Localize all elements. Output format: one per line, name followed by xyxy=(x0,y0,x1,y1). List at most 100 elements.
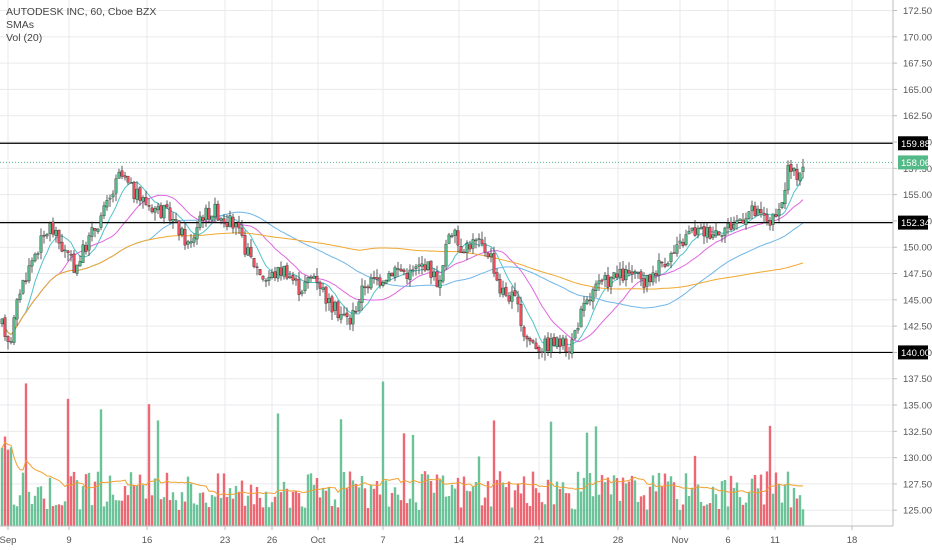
price-tick-label: 147.50 xyxy=(903,269,932,280)
time-tick-label: 28 xyxy=(613,535,624,546)
candle-up xyxy=(651,272,655,283)
volume-bar-up xyxy=(162,497,166,526)
volume-bar-up xyxy=(396,494,400,526)
volume-bar-down xyxy=(42,498,46,526)
volume-bar-down xyxy=(519,493,523,526)
volume-bar-down xyxy=(516,483,520,526)
time-axis-bg xyxy=(0,526,893,550)
candle-down xyxy=(528,338,532,342)
price-axis[interactable]: 125.00 127.50 130.00 132.50 135.00 137.50 140.… xyxy=(892,0,932,550)
candle-down xyxy=(519,304,523,326)
sma-fast-line xyxy=(1,176,804,347)
volume-bar-up xyxy=(54,504,58,526)
volume-bar-up xyxy=(108,475,112,526)
candle-down xyxy=(51,221,55,235)
volume-bar-up xyxy=(111,494,115,526)
legend-sma[interactable]: SMAs xyxy=(6,19,35,31)
candle-down xyxy=(285,265,289,279)
candle-up xyxy=(444,243,448,267)
candle-down xyxy=(660,261,664,264)
candle-up xyxy=(714,230,718,237)
volume-bar-down xyxy=(69,476,73,526)
candle-down xyxy=(240,227,244,236)
candle-down xyxy=(168,207,172,221)
candle-up xyxy=(609,277,613,287)
candle-down xyxy=(507,295,511,302)
volume-bar-down xyxy=(3,436,7,526)
candle-up xyxy=(582,302,586,311)
candle-up xyxy=(453,229,457,236)
volume-bar-up xyxy=(129,472,133,526)
candle-up xyxy=(78,261,82,267)
candle-up xyxy=(801,166,805,172)
volume-bar-down xyxy=(459,507,463,526)
candle-down xyxy=(762,212,766,216)
volume-bar-up xyxy=(264,491,268,526)
volume-bar-up xyxy=(282,481,286,526)
volume-bar-down xyxy=(480,505,484,526)
volume-bar-down xyxy=(681,504,685,526)
volume-bar-up xyxy=(270,502,274,526)
volume-bar-down xyxy=(375,480,379,526)
candle-up xyxy=(510,291,514,302)
candle-up xyxy=(267,276,271,281)
candle-up xyxy=(333,301,337,311)
volume-bar-up xyxy=(543,504,547,526)
candle-up xyxy=(156,206,160,211)
candle-down xyxy=(24,280,28,282)
volume-bar-up xyxy=(585,432,589,526)
volume-bar-down xyxy=(741,504,745,526)
candle-up xyxy=(300,291,304,294)
candle-up xyxy=(474,239,478,242)
candle-down xyxy=(225,222,229,227)
candle-up xyxy=(75,264,79,274)
candle-up xyxy=(597,280,601,285)
candle-up xyxy=(690,227,694,231)
volume-bar-up xyxy=(21,472,25,526)
volume-bar-down xyxy=(654,491,658,526)
candle-up xyxy=(465,243,469,254)
price-tick-label: 167.50 xyxy=(903,59,932,70)
candle-down xyxy=(237,222,241,229)
volume-bar-up xyxy=(591,496,595,526)
candle-up xyxy=(450,235,454,238)
volume-bar-down xyxy=(672,482,676,526)
volume-bar-down xyxy=(435,474,439,526)
volume-bar-up xyxy=(192,503,196,526)
candle-down xyxy=(759,209,763,214)
volume-bar-down xyxy=(456,477,460,526)
candle-up xyxy=(312,275,316,279)
candle-up xyxy=(387,273,391,282)
candle-up xyxy=(393,267,397,278)
candle-up xyxy=(210,215,214,221)
volume-bar-down xyxy=(147,404,151,526)
candle-down xyxy=(294,278,298,281)
volume-bar-down xyxy=(708,503,712,526)
level-tag xyxy=(898,345,928,360)
candle-up xyxy=(696,228,700,235)
candle-down xyxy=(222,218,226,223)
volume-bar-down xyxy=(225,496,229,526)
legend-symbol[interactable]: AUTODESK INC, 60, Cboe BZX xyxy=(6,6,157,18)
volume-bar-down xyxy=(291,491,295,526)
candle-down xyxy=(627,270,631,274)
candle-up xyxy=(96,228,100,232)
volume-bar-down xyxy=(531,471,535,526)
volume-bar-up xyxy=(450,484,454,526)
legend-volume[interactable]: Vol (20) xyxy=(6,32,43,44)
volume-bar-up xyxy=(477,456,481,526)
volume-bar-up xyxy=(45,508,49,526)
volume-bar-up xyxy=(687,496,691,526)
volume-bar-up xyxy=(342,471,346,526)
candle-up xyxy=(579,308,583,328)
candle-up xyxy=(447,234,451,244)
volume-bar-up xyxy=(561,482,565,526)
time-axis[interactable]: Sep 9 16 23 26 Oct 7 14 21 28 Nov 6 11 18 xyxy=(0,525,893,550)
candle-up xyxy=(174,219,178,221)
candle-up xyxy=(657,260,661,276)
volume-bar-down xyxy=(402,433,406,526)
volume-bar-down xyxy=(627,481,631,526)
volume-bar-down xyxy=(540,502,544,526)
